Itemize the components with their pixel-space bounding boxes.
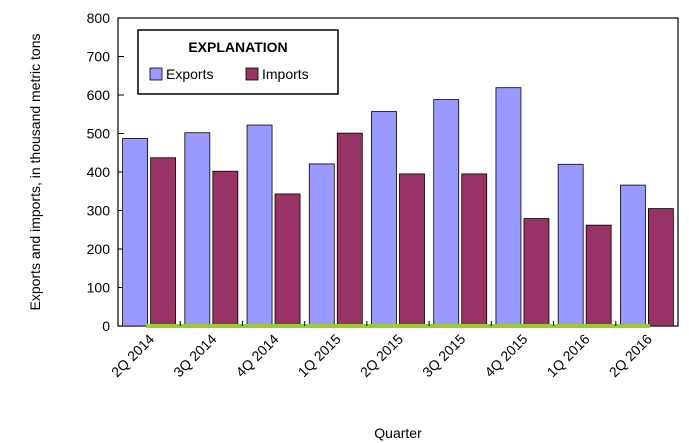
bars (122, 87, 674, 327)
legend-swatch-exports (149, 67, 163, 81)
bar-imports (647, 208, 674, 327)
bar-imports (212, 170, 239, 327)
bar-imports (399, 173, 425, 327)
bar-exports (184, 132, 211, 327)
bar-exports (495, 87, 522, 327)
bar-imports (150, 157, 177, 327)
bar-exports (619, 184, 646, 327)
legend-swatch-imports (245, 67, 259, 81)
legend-box (137, 29, 339, 95)
bar-exports (308, 163, 335, 327)
bar-exports (371, 111, 397, 327)
legend-label-imports: Imports (262, 66, 309, 82)
y-axis-title: Exports and imports, in thousand metric … (27, 33, 43, 310)
y-tick-label: 700 (87, 49, 111, 65)
y-tick-label: 0 (102, 318, 110, 334)
bar-imports (461, 173, 488, 327)
bar-exports (557, 163, 584, 327)
y-tick-label: 400 (87, 164, 111, 180)
y-tick-label: 100 (87, 280, 111, 296)
y-tick-label: 800 (87, 10, 111, 26)
y-axis: 0 100 200 300 400 500 600 700 800 (87, 10, 124, 334)
y-tick-label: 200 (87, 241, 111, 257)
legend-label-exports: Exports (166, 66, 213, 82)
bar-imports (274, 193, 301, 327)
y-tick-label: 300 (87, 203, 111, 219)
bar-exports (433, 99, 460, 327)
bar-exports (122, 138, 149, 327)
bar-imports (523, 218, 550, 327)
legend: EXPLANATION Exports Imports (137, 29, 339, 95)
bar-imports (336, 132, 363, 327)
y-tick-label: 600 (87, 87, 111, 103)
legend-title: EXPLANATION (188, 39, 287, 55)
x-axis-title: Quarter (374, 425, 422, 441)
y-tick-label: 500 (87, 126, 111, 142)
bar-exports (246, 124, 273, 327)
bar-imports (585, 224, 612, 327)
